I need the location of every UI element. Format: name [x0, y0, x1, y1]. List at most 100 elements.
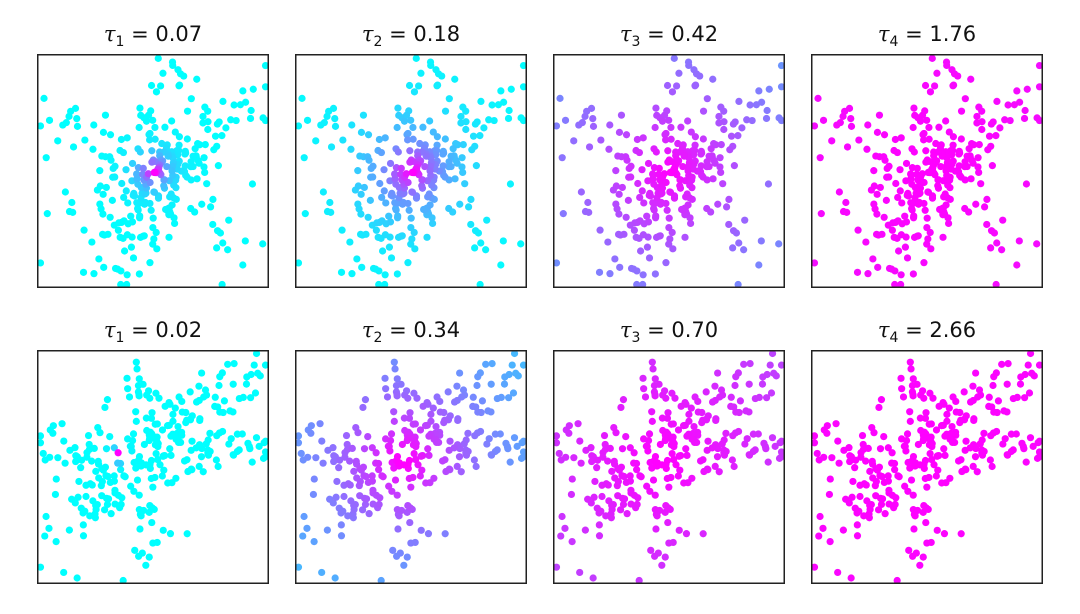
scatter-point [914, 232, 922, 240]
scatter-point [46, 453, 54, 461]
scatter-point [359, 403, 367, 412]
scatter-point [209, 220, 217, 229]
scatter-point [925, 123, 933, 132]
scatter-point [715, 119, 723, 127]
scatter-point [828, 137, 836, 145]
scatter-point [429, 128, 437, 136]
scatter-point [687, 128, 695, 136]
scatter-point [380, 166, 388, 174]
scatter-point [142, 117, 151, 125]
scatter-point [691, 141, 699, 149]
scatter-point [40, 94, 48, 102]
scatter-point [897, 134, 905, 142]
scatter-point [100, 506, 109, 514]
scatter-point [565, 422, 573, 430]
scatter-point [974, 154, 982, 162]
scatter-point [941, 451, 949, 460]
scatter-point [1035, 83, 1043, 91]
scatter-point [212, 456, 220, 464]
scatter-point [770, 369, 778, 377]
scatter-point [303, 116, 312, 124]
scatter-point [667, 135, 675, 143]
scatter-point [921, 81, 930, 90]
scatter-point [885, 486, 893, 494]
scatter-point [232, 116, 240, 125]
scatter-point [204, 125, 212, 134]
scatter-point [680, 479, 688, 487]
title-value: 2.66 [929, 318, 977, 342]
scatter-point [145, 553, 153, 561]
scatter-point [168, 201, 176, 209]
scatter-point [354, 167, 362, 175]
scatter-point [259, 454, 268, 462]
scatter-point [92, 467, 100, 475]
scatter-point [347, 145, 355, 153]
scatter-point [506, 180, 515, 188]
scatter-point [985, 132, 994, 140]
axes-frame [37, 54, 269, 288]
scatter-point [867, 500, 875, 509]
scatter-point [406, 147, 414, 155]
scatter-point [297, 449, 305, 458]
scatter-point [201, 140, 209, 149]
scatter-point [922, 409, 930, 417]
scatter-point [428, 219, 437, 228]
scatter-point [928, 54, 936, 62]
title-symbol: τ [877, 318, 890, 342]
scatter-point [880, 432, 888, 441]
scatter-point [553, 432, 561, 440]
scatter-point [857, 453, 865, 461]
scatter-point [909, 506, 917, 514]
scatter-point [214, 462, 222, 471]
scatter-point [553, 439, 561, 447]
scatter-point [894, 217, 902, 225]
scatter-point [939, 233, 947, 241]
scatter-point [61, 459, 69, 467]
scatter-point [69, 143, 78, 151]
scatter-point [652, 525, 660, 533]
scatter-point [103, 500, 112, 508]
scatter-point [248, 180, 257, 188]
scatter-point [142, 414, 150, 422]
scatter-point [497, 87, 505, 95]
scatter-point [639, 280, 647, 288]
scatter-point [160, 182, 168, 190]
scatter-point [54, 137, 62, 145]
scatter-point [128, 447, 136, 455]
scatter-point [946, 435, 954, 443]
scatter-point [934, 176, 942, 184]
scatter-point [702, 388, 710, 396]
scatter-point [386, 436, 395, 445]
scatter-point [888, 226, 896, 234]
scatter-point [934, 466, 942, 474]
scatter-point [464, 429, 472, 437]
scatter-point [854, 226, 862, 234]
scatter-point [170, 219, 179, 228]
scatter-point [391, 476, 400, 484]
scatter-point [966, 398, 975, 406]
scatter-point [676, 182, 684, 190]
scatter-point [114, 265, 122, 273]
scatter-point [657, 198, 666, 207]
scatter-point [77, 504, 85, 512]
scatter-point [677, 123, 685, 131]
scatter-point [759, 373, 767, 381]
scatter-point [985, 402, 993, 411]
scatter-point [729, 244, 737, 252]
scatter-point [416, 139, 424, 148]
scatter-point [372, 449, 380, 457]
scatter-point [381, 271, 389, 279]
scatter-point [136, 104, 144, 112]
scatter-point [597, 507, 605, 515]
scatter-point [731, 381, 739, 390]
scatter-point [920, 136, 928, 144]
scatter-point [174, 423, 182, 431]
scatter-point [400, 414, 408, 422]
scatter-point [377, 576, 385, 584]
scatter-point [568, 538, 576, 546]
scatter-point [823, 422, 831, 430]
scatter-point [639, 374, 647, 382]
scatter-point [651, 270, 659, 278]
scatter-point [398, 232, 406, 240]
scatter-point [975, 168, 983, 177]
